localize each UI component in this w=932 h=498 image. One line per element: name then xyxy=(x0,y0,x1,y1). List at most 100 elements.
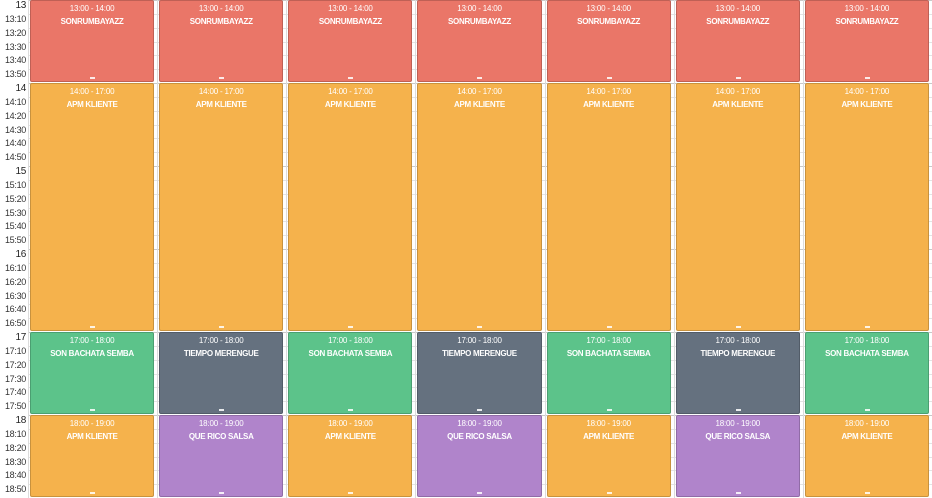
time-axis: 13 13:10 13:20 13:30 13:40 13:50 14 14:10 14:20 1… xyxy=(0,0,29,498)
time-label: 16:20 xyxy=(4,276,26,287)
time-label: 15 xyxy=(15,166,26,177)
event-resize-handle[interactable] xyxy=(348,492,354,494)
calendar-event[interactable]: 14:00 - 17:00 APM KLIENTE xyxy=(30,83,155,331)
day-column[interactable] xyxy=(286,0,416,498)
calendar-event[interactable]: 18:00 - 19:00 QUE RICO SALSA xyxy=(417,415,542,497)
calendar-event[interactable]: 13:00 - 14:00 SONRUMBAYAZZ xyxy=(159,0,284,82)
time-label: 15:10 xyxy=(4,179,26,190)
time-label: 18:20 xyxy=(4,442,26,453)
event-title: SONRUMBAYAZZ xyxy=(577,17,641,26)
event-resize-handle[interactable] xyxy=(477,326,483,328)
time-label: 14 xyxy=(15,83,26,94)
day-column[interactable] xyxy=(544,0,675,498)
event-resize-handle[interactable] xyxy=(348,77,354,79)
event-resize-handle[interactable] xyxy=(606,326,612,328)
event-resize-handle[interactable] xyxy=(735,77,741,79)
time-label: 16:10 xyxy=(4,262,26,273)
event-time: 17:00 - 18:00 xyxy=(844,336,890,345)
calendar-event[interactable]: 18:00 - 19:00 APM KLIENTE xyxy=(288,415,413,497)
day-column[interactable] xyxy=(802,0,932,498)
calendar-event[interactable]: 17:00 - 18:00 SON BACHATA SEMBA xyxy=(30,332,155,414)
event-title: QUE RICO SALSA xyxy=(447,432,512,441)
time-label: 13:50 xyxy=(4,69,26,80)
event-time: 13:00 - 14:00 xyxy=(457,4,502,13)
calendar-event[interactable]: 13:00 - 14:00 SONRUMBAYAZZ xyxy=(30,0,155,82)
event-title: APM KLIENTE xyxy=(841,432,893,441)
calendar-event[interactable]: 14:00 - 17:00 APM KLIENTE xyxy=(159,83,284,331)
event-time: 17:00 - 18:00 xyxy=(328,336,373,345)
event-time: 18:00 - 19:00 xyxy=(198,419,244,428)
time-label: 14:10 xyxy=(4,96,26,107)
calendar-event[interactable]: 13:00 - 14:00 SONRUMBAYAZZ xyxy=(675,0,800,82)
event-resize-handle[interactable] xyxy=(864,77,870,79)
event-time: 13:00 - 14:00 xyxy=(198,4,244,13)
day-column[interactable] xyxy=(673,0,804,498)
event-resize-handle[interactable] xyxy=(348,409,354,411)
event-title: SON BACHATA SEMBA xyxy=(825,349,909,358)
event-time: 13:00 - 14:00 xyxy=(844,4,890,13)
event-resize-handle[interactable] xyxy=(219,409,225,411)
event-resize-handle[interactable] xyxy=(477,77,483,79)
day-column[interactable] xyxy=(415,0,545,498)
calendar-event[interactable]: 17:00 - 18:00 TIEMPO MERENGUE xyxy=(417,332,542,414)
event-resize-handle[interactable] xyxy=(90,326,96,328)
time-label: 17:30 xyxy=(4,373,26,384)
event-resize-handle[interactable] xyxy=(735,409,741,411)
calendar-event[interactable]: 14:00 - 17:00 APM KLIENTE xyxy=(546,83,671,331)
calendar-event[interactable]: 18:00 - 19:00 APM KLIENTE xyxy=(30,415,155,497)
event-resize-handle[interactable] xyxy=(90,409,96,411)
event-resize-handle[interactable] xyxy=(219,77,225,79)
time-label: 17:40 xyxy=(4,387,26,398)
calendar-event[interactable]: 18:00 - 19:00 QUE RICO SALSA xyxy=(675,415,800,497)
event-resize-handle[interactable] xyxy=(477,409,483,411)
time-label: 15:50 xyxy=(4,235,26,246)
event-time: 18:00 - 19:00 xyxy=(715,419,761,428)
calendar-event[interactable]: 17:00 - 18:00 TIEMPO MERENGUE xyxy=(675,332,800,414)
event-resize-handle[interactable] xyxy=(735,492,741,494)
calendar-event[interactable]: 13:00 - 14:00 SONRUMBAYAZZ xyxy=(417,0,542,82)
day-column[interactable] xyxy=(28,0,158,498)
calendar-event[interactable]: 18:00 - 19:00 APM KLIENTE xyxy=(804,415,929,497)
time-label: 18:40 xyxy=(4,470,26,481)
calendar-event[interactable]: 14:00 - 17:00 APM KLIENTE xyxy=(417,83,542,331)
calendar-event[interactable]: 17:00 - 18:00 SON BACHATA SEMBA xyxy=(804,332,929,414)
calendar-event[interactable]: 17:00 - 18:00 SON BACHATA SEMBA xyxy=(288,332,413,414)
event-title: APM KLIENTE xyxy=(324,100,376,109)
time-label: 15:30 xyxy=(4,207,26,218)
calendar-event[interactable]: 18:00 - 19:00 APM KLIENTE xyxy=(546,415,671,497)
time-label: 17:50 xyxy=(4,401,26,412)
event-resize-handle[interactable] xyxy=(90,77,96,79)
calendar-event[interactable]: 17:00 - 18:00 SON BACHATA SEMBA xyxy=(546,332,671,414)
time-label: 18:50 xyxy=(4,484,26,495)
calendar-event[interactable]: 13:00 - 14:00 SONRUMBAYAZZ xyxy=(288,0,413,82)
day-column[interactable] xyxy=(157,0,287,498)
calendar-event[interactable]: 13:00 - 14:00 SONRUMBAYAZZ xyxy=(546,0,671,82)
calendar-event[interactable]: 14:00 - 17:00 APM KLIENTE xyxy=(675,83,800,331)
event-resize-handle[interactable] xyxy=(864,409,870,411)
event-time: 13:00 - 14:00 xyxy=(715,4,761,13)
event-title: APM KLIENTE xyxy=(583,100,635,109)
event-resize-handle[interactable] xyxy=(90,492,96,494)
event-title: SONRUMBAYAZZ xyxy=(448,17,511,26)
event-time: 13:00 - 14:00 xyxy=(69,4,115,13)
time-label: 14:50 xyxy=(4,152,26,163)
event-resize-handle[interactable] xyxy=(348,326,354,328)
event-resize-handle[interactable] xyxy=(864,326,870,328)
event-resize-handle[interactable] xyxy=(864,492,870,494)
time-label: 16 xyxy=(15,249,26,260)
event-resize-handle[interactable] xyxy=(606,409,612,411)
calendar-event[interactable]: 14:00 - 17:00 APM KLIENTE xyxy=(288,83,413,331)
calendar-event[interactable]: 17:00 - 18:00 TIEMPO MERENGUE xyxy=(159,332,284,414)
time-label: 13:40 xyxy=(4,55,26,66)
event-resize-handle[interactable] xyxy=(606,492,612,494)
event-resize-handle[interactable] xyxy=(477,492,483,494)
calendar-event[interactable]: 18:00 - 19:00 QUE RICO SALSA xyxy=(159,415,284,497)
calendar-event[interactable]: 13:00 - 14:00 SONRUMBAYAZZ xyxy=(804,0,929,82)
event-title: APM KLIENTE xyxy=(841,100,893,109)
event-resize-handle[interactable] xyxy=(606,77,612,79)
event-resize-handle[interactable] xyxy=(735,326,741,328)
event-resize-handle[interactable] xyxy=(219,326,225,328)
calendar-event[interactable]: 14:00 - 17:00 APM KLIENTE xyxy=(804,83,929,331)
event-resize-handle[interactable] xyxy=(219,492,225,494)
